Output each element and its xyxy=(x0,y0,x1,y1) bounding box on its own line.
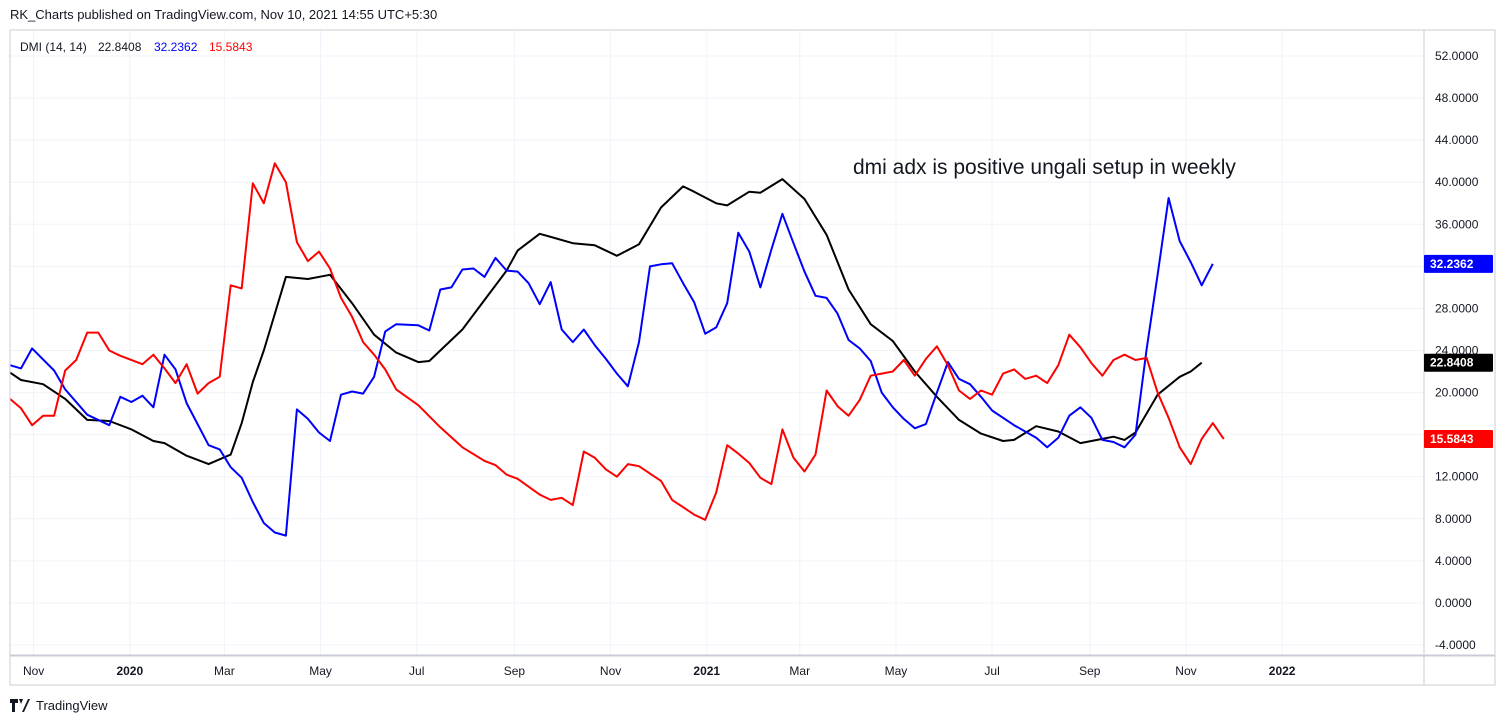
y-tick-label: 36.0000 xyxy=(1435,217,1479,231)
y-tick-label: 20.0000 xyxy=(1435,386,1479,400)
x-tick-label: Sep xyxy=(1079,664,1101,678)
footer-brand: TradingView xyxy=(36,697,108,713)
y-tick-label: 12.0000 xyxy=(1435,470,1479,484)
legend-minus-di-value: 15.5843 xyxy=(209,40,253,54)
tradingview-logo-icon xyxy=(10,698,30,712)
x-tick-label: 2020 xyxy=(116,664,143,678)
x-tick-label: 2021 xyxy=(693,664,720,678)
last-value-label: 22.8408 xyxy=(1430,356,1474,370)
series-line-plus_di xyxy=(9,197,1214,537)
x-tick-label: May xyxy=(309,664,332,678)
x-tick-label: Jul xyxy=(984,664,999,678)
x-tick-label: Nov xyxy=(600,664,621,678)
dmi-chart[interactable]: 52.000048.000044.000040.000036.000032.00… xyxy=(0,0,1505,690)
y-tick-label: 4.0000 xyxy=(1435,554,1472,568)
legend-plus-di-value: 32.2362 xyxy=(154,40,198,54)
tradingview-footer[interactable]: TradingView xyxy=(10,695,108,715)
series-line-minus_di xyxy=(9,162,1225,521)
legend-title: DMI (14, 14) xyxy=(20,40,87,54)
y-tick-label: -4.0000 xyxy=(1435,638,1476,652)
chart-frame xyxy=(9,29,1496,656)
series-line-adx xyxy=(9,178,1203,466)
y-tick-label: 8.0000 xyxy=(1435,512,1472,526)
series-layer xyxy=(9,162,1225,537)
x-tick-label: May xyxy=(885,664,908,678)
last-value-badge xyxy=(1424,254,1493,273)
y-tick-label: 0.0000 xyxy=(1435,596,1472,610)
y-tick-label: 48.0000 xyxy=(1435,91,1479,105)
x-tick-label: Sep xyxy=(504,664,526,678)
axes: 52.000048.000044.000040.000036.000032.00… xyxy=(9,29,1496,686)
x-tick-label: Nov xyxy=(23,664,44,678)
price-labels: 22.8408 32.2362 15.5843 xyxy=(1424,254,1493,449)
legend-adx-value: 22.8408 xyxy=(98,40,142,54)
y-tick-label: 40.0000 xyxy=(1435,175,1479,189)
x-tick-label: Nov xyxy=(1175,664,1196,678)
grid xyxy=(10,30,1424,656)
last-value-badge xyxy=(1424,353,1493,372)
y-tick-label: 44.0000 xyxy=(1435,133,1479,147)
y-tick-label: 52.0000 xyxy=(1435,49,1479,63)
last-value-label: 32.2362 xyxy=(1430,257,1474,271)
x-tick-label: 2022 xyxy=(1269,664,1296,678)
x-tick-label: Mar xyxy=(214,664,235,678)
annotation-text: dmi adx is positive ungali setup in week… xyxy=(853,156,1236,179)
y-tick-label: 28.0000 xyxy=(1435,301,1479,315)
x-tick-label: Jul xyxy=(409,664,424,678)
last-value-label: 15.5843 xyxy=(1430,432,1474,446)
x-tick-label: Mar xyxy=(789,664,810,678)
time-axis-frame xyxy=(9,655,1496,686)
last-value-badge xyxy=(1424,430,1493,449)
publisher-line: RK_Charts published on TradingView.com, … xyxy=(10,7,438,22)
